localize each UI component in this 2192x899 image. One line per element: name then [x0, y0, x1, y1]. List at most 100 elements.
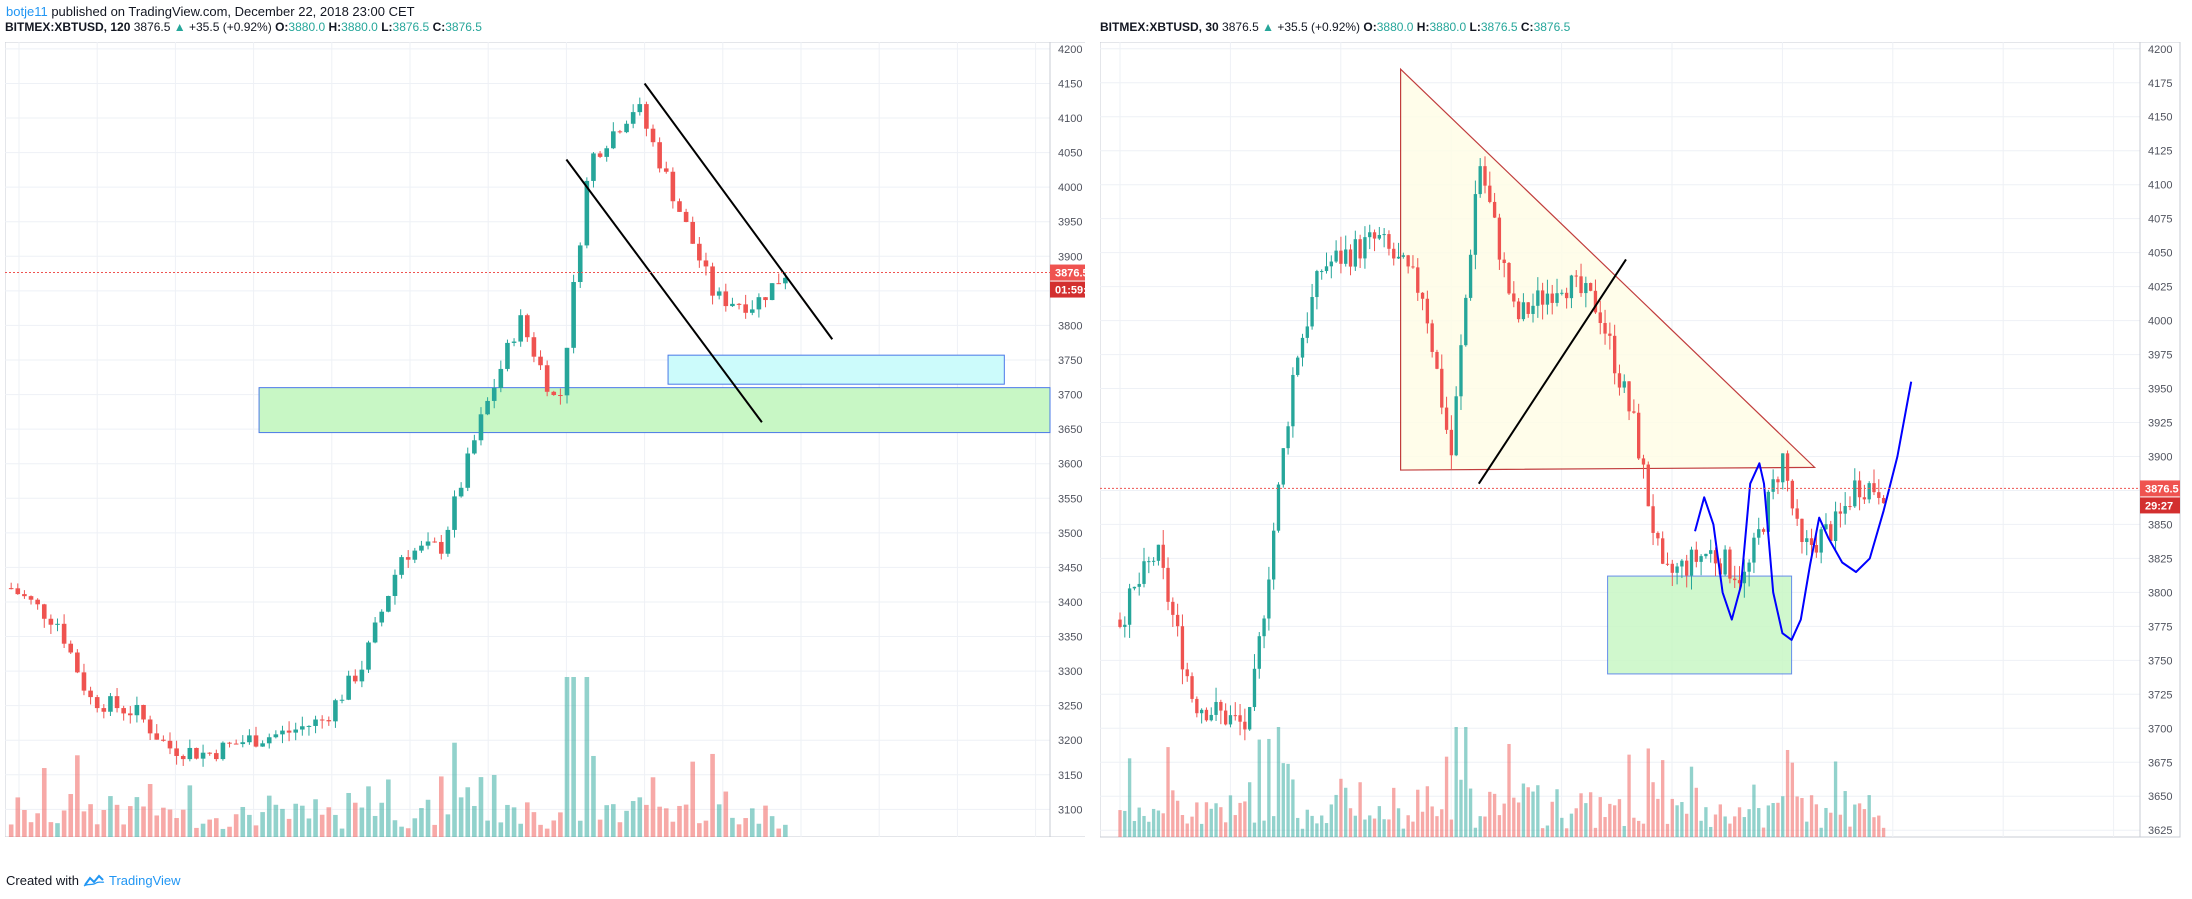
candle-body [28, 596, 34, 600]
candle-body [207, 752, 212, 754]
volume-bar [1315, 823, 1319, 837]
candle-body [1353, 239, 1357, 267]
tradingview-logo-icon [83, 874, 105, 887]
volume-bar [1675, 805, 1679, 837]
price-tick-label: 4150 [2148, 112, 2172, 124]
price-tick-label: 3650 [1058, 424, 1082, 436]
candle-body [1785, 453, 1790, 481]
volume-bar [624, 810, 629, 837]
volume-bar [1132, 820, 1137, 837]
candle-body [1867, 483, 1871, 500]
volume-bar [452, 742, 457, 837]
candle-body [147, 719, 153, 734]
volume-bar [88, 804, 93, 837]
candle-body [88, 690, 93, 698]
candle-body [657, 142, 662, 169]
volume-bar [478, 777, 484, 837]
candle-body [386, 595, 391, 612]
volume-bar [1718, 804, 1722, 837]
candle-body [472, 440, 477, 454]
volume-bar [399, 826, 404, 837]
volume-bar [756, 823, 762, 837]
volume-bar [1363, 819, 1367, 837]
author-link[interactable]: botje11 [6, 4, 48, 19]
candle-body [8, 588, 14, 590]
volume-bar [319, 814, 325, 837]
candle-body [1329, 261, 1333, 267]
left-chart[interactable]: 4200415041004050400039503900385038003750… [5, 42, 1085, 837]
volume-bar [174, 818, 179, 837]
candle-body [366, 642, 371, 670]
candle-body [1219, 701, 1223, 711]
candle-body [525, 315, 530, 338]
candle-body [452, 496, 457, 530]
candle-body [1305, 326, 1309, 338]
price-tick-label: 3950 [1058, 217, 1082, 229]
volume-bar [313, 799, 318, 837]
volume-bar [214, 818, 219, 837]
price-tick-label: 3250 [1058, 701, 1082, 713]
last-price-badge [1050, 264, 1085, 281]
candle-body [1742, 571, 1746, 584]
candle-body [1348, 249, 1353, 267]
tradingview-brand-link[interactable]: TradingView [108, 873, 181, 888]
candle-body [663, 168, 669, 172]
candle-body [15, 588, 21, 595]
volume-bar [604, 805, 609, 837]
candle-body [1440, 368, 1444, 408]
candle-body [1497, 217, 1502, 260]
candle-body [1464, 297, 1468, 346]
candle-body [1161, 544, 1165, 568]
price-tick-label: 3900 [2148, 451, 2172, 463]
volume-bar [1757, 808, 1761, 837]
candle-body [1195, 698, 1199, 714]
volume-bar [763, 805, 768, 837]
volume-bar [1540, 828, 1545, 837]
candle-body [1737, 580, 1742, 584]
price-tick-label: 4175 [2148, 78, 2172, 90]
candle-body [604, 148, 609, 157]
volume-bar [101, 810, 107, 837]
volume-bar [1680, 802, 1684, 837]
candle-body [650, 128, 656, 143]
volume-bar [710, 753, 715, 837]
last-price-badge [2140, 480, 2180, 497]
candle-body [743, 304, 748, 313]
volume-bar [41, 768, 47, 837]
candle-body [1771, 479, 1775, 492]
candle-body [1286, 426, 1290, 449]
volume-bar [1310, 815, 1314, 837]
volume-bar [1296, 817, 1300, 837]
candle-body [333, 700, 338, 722]
price-tick-label: 3150 [1058, 770, 1082, 782]
volume-bar [544, 828, 550, 837]
right-chart[interactable]: 4200 4175 4150 4125 4100 4075 4050 4025 4000 3975… [1100, 42, 2187, 842]
volume-bar [61, 810, 67, 837]
volume-bar [445, 814, 451, 837]
volume-bar [1795, 796, 1799, 837]
countdown-label: 01:59:27 [1055, 285, 1085, 297]
candle-body [392, 574, 398, 596]
candle-body [1656, 532, 1660, 539]
volume-bar [35, 813, 40, 837]
candle-body [1444, 407, 1449, 430]
candle-body [432, 541, 437, 543]
volume-bar [1526, 787, 1530, 837]
price-tick-label: 4000 [2148, 316, 2172, 328]
candle-body [108, 696, 113, 712]
volume-bar [1521, 783, 1526, 837]
countdown-badge [1050, 281, 1085, 298]
candle-body [505, 342, 510, 369]
left-last: 3876.5 [133, 20, 171, 34]
candle-body [1147, 561, 1151, 563]
candle-body [1622, 381, 1626, 388]
volume-bar [485, 820, 490, 837]
price-tick-label: 4150 [1058, 78, 1082, 90]
volume-bar [1651, 782, 1655, 837]
volume-bar [1752, 784, 1756, 837]
candle-body [1223, 710, 1228, 725]
volume-bar [1339, 778, 1343, 837]
volume-bar [505, 804, 510, 837]
price-tick-label: 3400 [1058, 597, 1082, 609]
candle-body [1368, 232, 1372, 238]
